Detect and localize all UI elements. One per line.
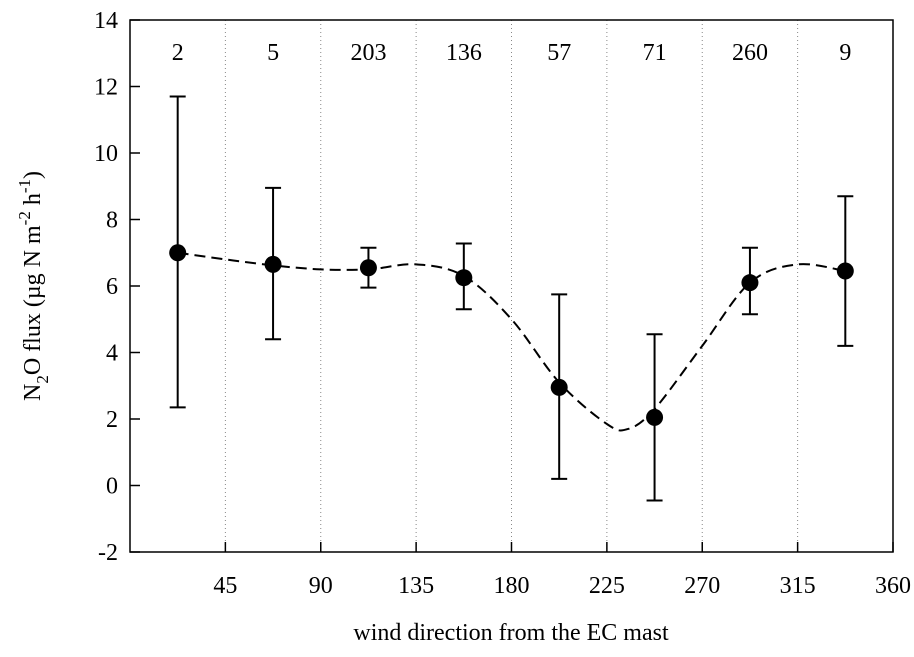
sample-count-label: 2 xyxy=(172,40,184,66)
data-points xyxy=(169,244,854,426)
y-axis-ticks: -2 0 2 4 6 8 10 12 14 xyxy=(94,8,140,566)
y-tick-label: -2 xyxy=(98,540,118,566)
sample-count-label: 71 xyxy=(643,40,667,66)
x-tick-label: 360 xyxy=(875,573,911,599)
data-point xyxy=(169,244,187,262)
x-axis-ticks: 45 90 135 180 225 270 315 360 xyxy=(213,542,911,599)
data-point xyxy=(741,274,759,292)
y-tick-label: 14 xyxy=(94,8,118,34)
sample-count-label: 57 xyxy=(547,40,571,66)
x-tick-label: 180 xyxy=(494,573,530,599)
y-tick-label: 4 xyxy=(106,341,118,367)
sample-count-label: 5 xyxy=(267,40,279,66)
sample-count-label: 136 xyxy=(446,40,482,66)
y-tick-label: 10 xyxy=(94,141,118,167)
y-tick-label: 8 xyxy=(106,208,118,234)
x-tick-label: 45 xyxy=(213,573,237,599)
fit-curve xyxy=(177,251,846,432)
data-point xyxy=(836,262,854,280)
gridlines xyxy=(224,20,799,552)
data-point xyxy=(550,378,568,396)
data-point xyxy=(646,408,664,426)
x-tick-label: 135 xyxy=(398,573,434,599)
sample-count-labels: 2 5 203 136 57 71 260 9 xyxy=(172,40,852,66)
y-tick-label: 2 xyxy=(106,407,118,433)
error-bars xyxy=(169,95,854,502)
sample-count-label: 9 xyxy=(839,40,851,66)
y-tick-label: 0 xyxy=(106,474,118,500)
data-point xyxy=(455,269,473,287)
x-tick-label: 225 xyxy=(589,573,625,599)
x-axis-label: wind direction from the EC mast xyxy=(353,620,669,646)
data-point xyxy=(264,255,282,273)
y-axis-label: N2O flux (µg N m-2 h-1) xyxy=(15,171,52,401)
sample-count-label: 203 xyxy=(350,40,386,66)
y-tick-label: 12 xyxy=(94,75,118,101)
x-tick-label: 270 xyxy=(684,573,720,599)
x-tick-label: 90 xyxy=(309,573,333,599)
sample-count-label: 260 xyxy=(732,40,768,66)
x-tick-label: 315 xyxy=(780,573,816,599)
data-point xyxy=(359,259,377,277)
y-tick-label: 6 xyxy=(106,274,118,300)
